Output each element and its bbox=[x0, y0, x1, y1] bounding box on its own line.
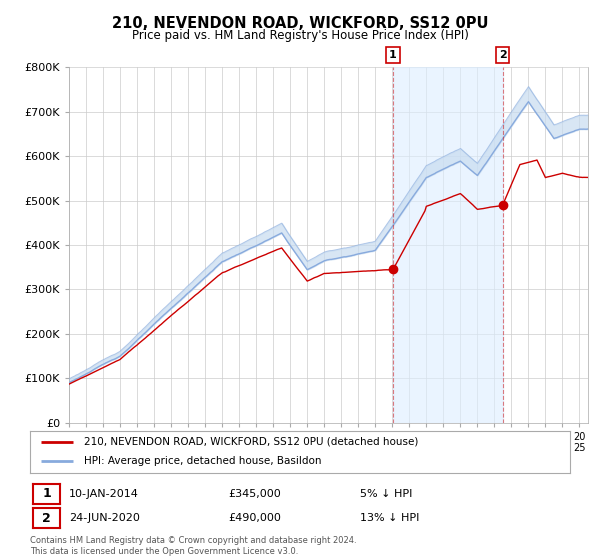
Text: 1: 1 bbox=[389, 50, 397, 60]
Text: Price paid vs. HM Land Registry's House Price Index (HPI): Price paid vs. HM Land Registry's House … bbox=[131, 29, 469, 42]
Text: HPI: Average price, detached house, Basildon: HPI: Average price, detached house, Basi… bbox=[84, 456, 322, 466]
Text: 10-JAN-2014: 10-JAN-2014 bbox=[69, 489, 139, 499]
Text: 24-JUN-2020: 24-JUN-2020 bbox=[69, 513, 140, 523]
Text: 1: 1 bbox=[42, 487, 51, 501]
Text: £345,000: £345,000 bbox=[228, 489, 281, 499]
Text: 210, NEVENDON ROAD, WICKFORD, SS12 0PU (detached house): 210, NEVENDON ROAD, WICKFORD, SS12 0PU (… bbox=[84, 437, 418, 447]
Text: £490,000: £490,000 bbox=[228, 513, 281, 523]
Text: 210, NEVENDON ROAD, WICKFORD, SS12 0PU: 210, NEVENDON ROAD, WICKFORD, SS12 0PU bbox=[112, 16, 488, 31]
Text: 2: 2 bbox=[499, 50, 506, 60]
Text: Contains HM Land Registry data © Crown copyright and database right 2024.
This d: Contains HM Land Registry data © Crown c… bbox=[30, 536, 356, 556]
Bar bbox=[393, 67, 503, 423]
Text: 2: 2 bbox=[42, 511, 51, 525]
Text: 5% ↓ HPI: 5% ↓ HPI bbox=[360, 489, 412, 499]
Text: 13% ↓ HPI: 13% ↓ HPI bbox=[360, 513, 419, 523]
